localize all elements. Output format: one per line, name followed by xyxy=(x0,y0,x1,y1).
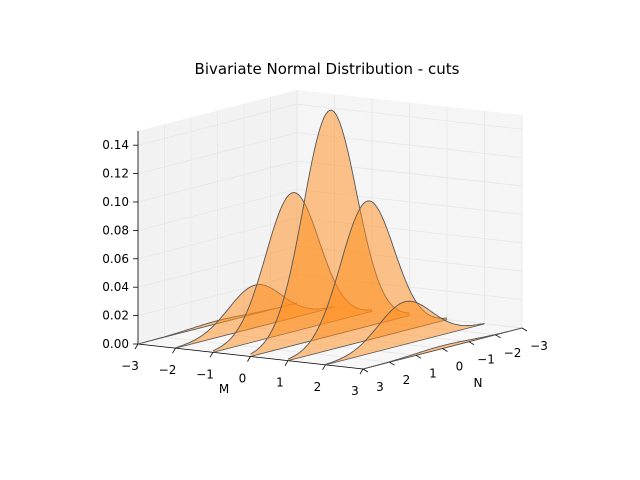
z-tick-label: 0.02 xyxy=(102,309,129,323)
y-tick-mark xyxy=(442,348,448,352)
z-tick-label: 0.10 xyxy=(102,195,129,209)
x-tick-mark xyxy=(359,368,364,375)
tick-labels: −3 −2 −1 0 1 2 3 −3 −2 −1 0 1 2 3 0.00 0.02 0.04 0.06 0.08… xyxy=(102,138,548,398)
x-tick-label: −3 xyxy=(121,359,139,373)
z-tick-label: 0.04 xyxy=(102,280,129,294)
y-tick-label: 0 xyxy=(456,360,464,374)
z-tick-label: 0.14 xyxy=(102,138,129,152)
y-tick-mark xyxy=(415,354,422,359)
slice-fill xyxy=(325,301,485,365)
x-tick-mark xyxy=(172,347,176,354)
x-tick-label: 2 xyxy=(314,380,322,394)
gridline-z xyxy=(137,160,523,203)
x-tick-label: 3 xyxy=(351,384,359,398)
z-tick-label: 0.00 xyxy=(102,337,129,351)
y-tick-mark xyxy=(389,361,395,366)
y-tick-label: −1 xyxy=(477,353,495,367)
x-tick-mark xyxy=(247,356,251,362)
y-axis-label: N xyxy=(474,376,483,390)
x-tick-mark xyxy=(322,364,326,371)
chart-title: Bivariate Normal Distribution - cuts xyxy=(195,60,460,78)
y-tick-label: −3 xyxy=(530,339,548,353)
x-tick-label: 1 xyxy=(276,376,284,390)
slice-curve xyxy=(325,300,485,365)
x-tick-mark xyxy=(284,360,289,366)
slice-baseline xyxy=(325,323,485,366)
x-axis-label: M xyxy=(219,382,229,396)
z-tick-label: 0.12 xyxy=(102,167,129,181)
y-tick-mark xyxy=(468,341,475,346)
gridline-z xyxy=(137,132,523,174)
y-tick-mark xyxy=(362,368,369,373)
gridline-z xyxy=(137,188,523,231)
y-tick-label: −2 xyxy=(504,346,522,360)
z-tick-label: 0.08 xyxy=(102,223,129,237)
x-tick-mark xyxy=(209,352,214,358)
y-tick-mark xyxy=(521,327,528,332)
x-tick-label: −2 xyxy=(159,363,177,377)
y-tick-label: 1 xyxy=(429,366,437,380)
y-tick-label: 2 xyxy=(403,373,411,387)
z-tick-label: 0.06 xyxy=(102,252,129,266)
x-tick-mark xyxy=(134,343,139,350)
x-tick-label: 0 xyxy=(239,372,247,386)
x-tick-label: −1 xyxy=(196,367,214,381)
y-tick-mark xyxy=(495,334,501,339)
y-tick-label: 3 xyxy=(376,380,384,394)
gridline-z xyxy=(137,103,523,146)
